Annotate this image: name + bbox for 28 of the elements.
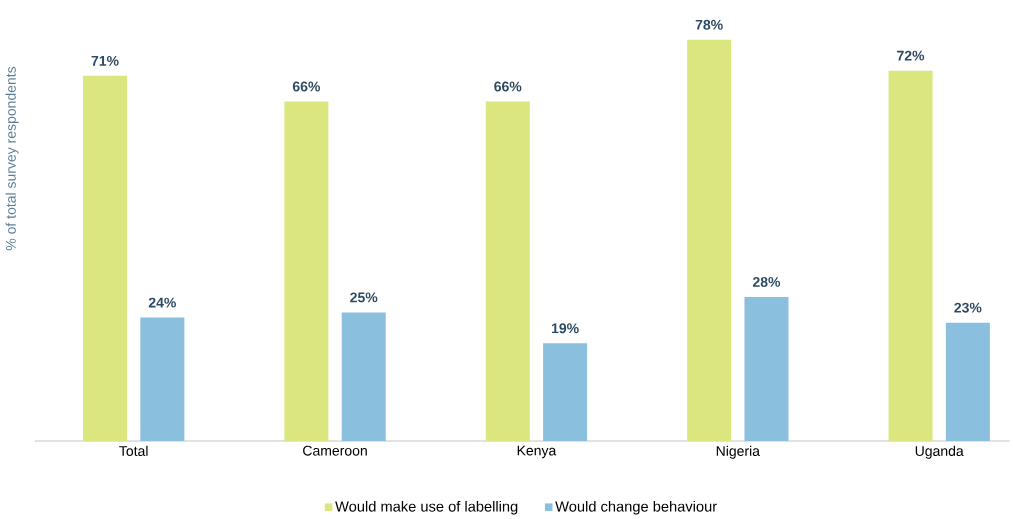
data-label: 78% — [695, 19, 723, 30]
legend-label: Would change behaviour — [555, 500, 717, 515]
bar — [744, 297, 789, 442]
data-label: 71% — [91, 55, 119, 66]
bar — [687, 39, 732, 442]
x-tick-label: Uganda — [915, 445, 964, 459]
x-tick-label: Nigeria — [716, 445, 760, 459]
data-label: 66% — [292, 81, 321, 92]
data-label: 72% — [897, 50, 925, 61]
data-label: 66% — [494, 81, 522, 92]
bar — [284, 101, 329, 442]
x-tick-label: Kenya — [517, 445, 557, 459]
bar — [83, 75, 128, 442]
y-axis-title: % of total survey respondents — [5, 66, 19, 251]
bar — [888, 70, 933, 442]
bar — [485, 101, 530, 442]
data-label: 25% — [350, 292, 378, 303]
bar — [341, 312, 386, 442]
legend-label: Would make use of labelling — [335, 500, 518, 515]
bar — [140, 317, 185, 442]
x-tick-label: Cameroon — [303, 445, 367, 456]
bar — [543, 343, 588, 442]
data-label: 23% — [954, 302, 982, 313]
data-label: 19% — [551, 323, 579, 334]
x-tick-label: Total — [119, 445, 148, 457]
data-label: 24% — [148, 297, 176, 308]
bar — [945, 322, 990, 442]
data-label: 28% — [752, 277, 781, 288]
